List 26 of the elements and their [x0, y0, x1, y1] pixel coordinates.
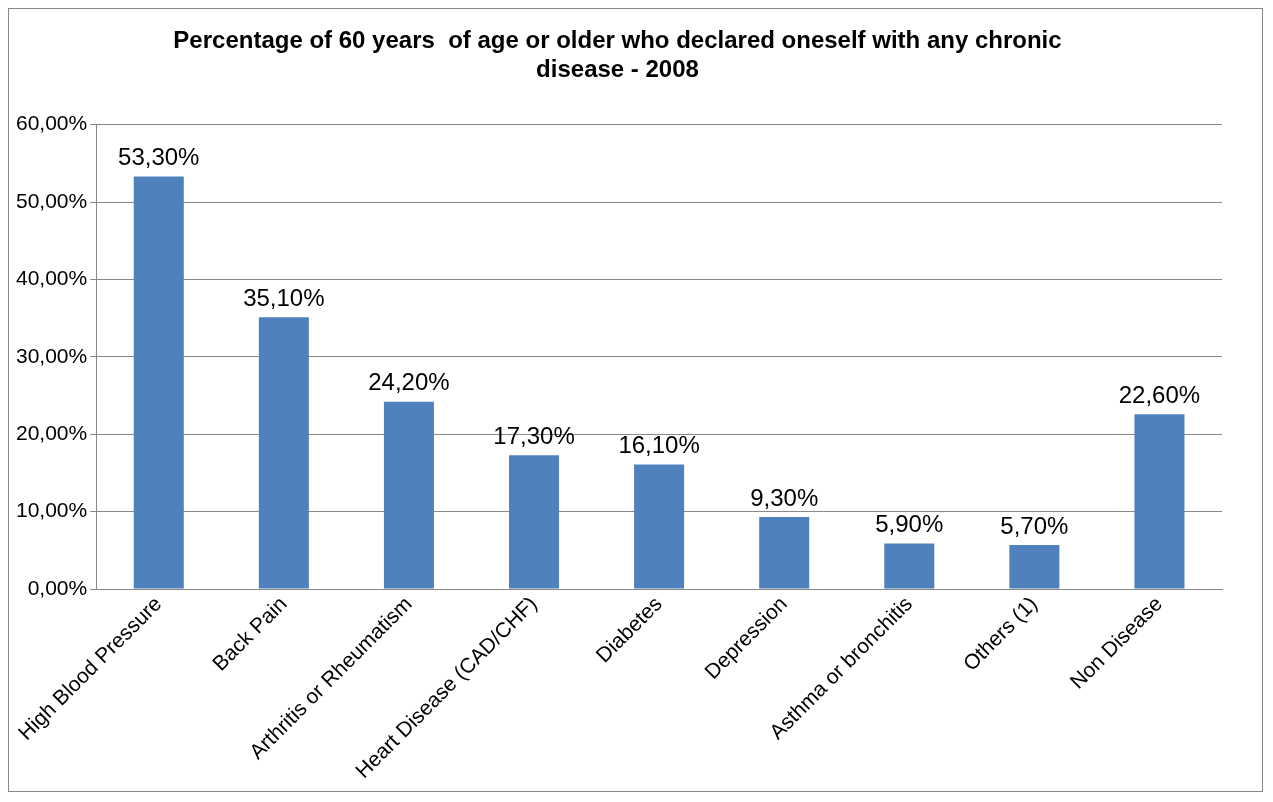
data-label: 53,30%	[118, 143, 200, 171]
y-tick-label: 20,00%	[15, 421, 88, 445]
y-tick-label: 30,00%	[15, 343, 88, 367]
bar	[1134, 414, 1185, 589]
bar	[1009, 544, 1060, 589]
y-tick-label: 60,00%	[15, 111, 88, 135]
data-label: 5,70%	[1000, 511, 1069, 539]
bar	[884, 543, 935, 589]
y-tick-label: 10,00%	[15, 498, 88, 522]
data-label: 22,60%	[1118, 380, 1201, 408]
data-label: 17,30%	[493, 421, 575, 449]
data-label: 24,20%	[368, 368, 450, 396]
data-label: 35,10%	[243, 283, 325, 311]
y-tick-label: 0,00%	[27, 575, 88, 599]
bar	[509, 455, 560, 589]
y-tick-label: 40,00%	[15, 266, 88, 290]
bar	[634, 464, 685, 589]
chart-title: Percentage of 60 years of age or older who declared oneself with any chronic disease - 2008	[173, 26, 1062, 82]
bar	[133, 176, 184, 589]
data-label: 16,10%	[618, 431, 700, 459]
data-label: 5,90%	[875, 510, 944, 538]
y-tick-label: 50,00%	[15, 188, 88, 212]
bar	[383, 401, 434, 589]
bar	[258, 317, 309, 589]
data-label: 9,30%	[750, 483, 819, 511]
bar	[759, 517, 810, 589]
